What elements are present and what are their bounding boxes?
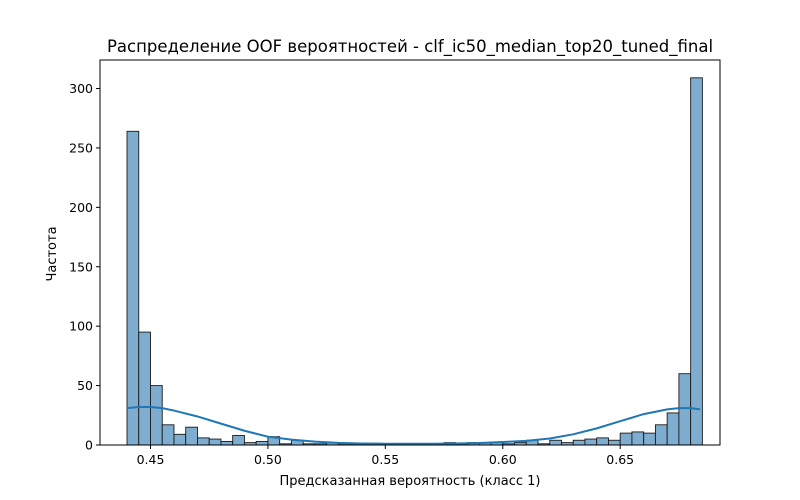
y-tick-label: 0 xyxy=(85,438,93,453)
histogram-bar xyxy=(666,412,680,446)
histogram-bar xyxy=(654,424,668,446)
histogram-bar xyxy=(608,439,621,446)
y-tick-label: 150 xyxy=(69,259,93,274)
y-tick-label: 200 xyxy=(69,200,93,215)
histogram-bar xyxy=(549,439,562,446)
y-tick-label: 250 xyxy=(69,140,93,155)
histogram-bar xyxy=(584,438,598,446)
histogram-bar xyxy=(161,424,175,446)
x-axis-label: Предсказанная вероятность (класс 1) xyxy=(280,474,541,489)
histogram-bar xyxy=(150,385,163,446)
y-axis-label: Частота xyxy=(45,226,60,281)
histogram-bar xyxy=(208,438,222,446)
histogram-bar xyxy=(572,439,586,446)
x-tick-label: 0.55 xyxy=(371,452,399,467)
histogram-bar xyxy=(138,331,151,446)
histogram-bar xyxy=(631,431,645,446)
chart-title: Распределение OOF вероятностей - clf_ic5… xyxy=(107,37,713,57)
histogram-bar xyxy=(619,432,633,446)
y-tick-label: 50 xyxy=(77,378,93,393)
histogram-bar xyxy=(255,440,269,446)
axes-spines xyxy=(99,59,721,446)
x-tick-label: 0.50 xyxy=(254,452,282,467)
histogram-bar xyxy=(690,77,703,446)
x-tick-label: 0.45 xyxy=(137,452,165,467)
x-axis-ticks: 0.45 0.50 0.55 0.60 0.65 xyxy=(137,445,634,467)
histogram-bar xyxy=(197,437,210,446)
kde-curve xyxy=(126,405,701,445)
x-tick-label: 0.65 xyxy=(606,452,634,467)
histogram-bar xyxy=(596,437,609,446)
y-tick-label: 100 xyxy=(69,319,93,334)
histogram-bar xyxy=(220,440,234,446)
histogram-bar xyxy=(678,373,692,446)
histogram-bar xyxy=(232,435,245,446)
y-axis-ticks: 0 50 100 150 200 250 300 xyxy=(69,81,100,453)
x-tick-label: 0.60 xyxy=(489,452,517,467)
histogram-bar xyxy=(173,433,187,446)
histogram-bar xyxy=(185,426,198,446)
y-tick-label: 300 xyxy=(69,81,93,96)
axes-frame xyxy=(99,59,721,446)
histogram-bar xyxy=(126,130,140,446)
histogram-bar xyxy=(643,432,656,446)
